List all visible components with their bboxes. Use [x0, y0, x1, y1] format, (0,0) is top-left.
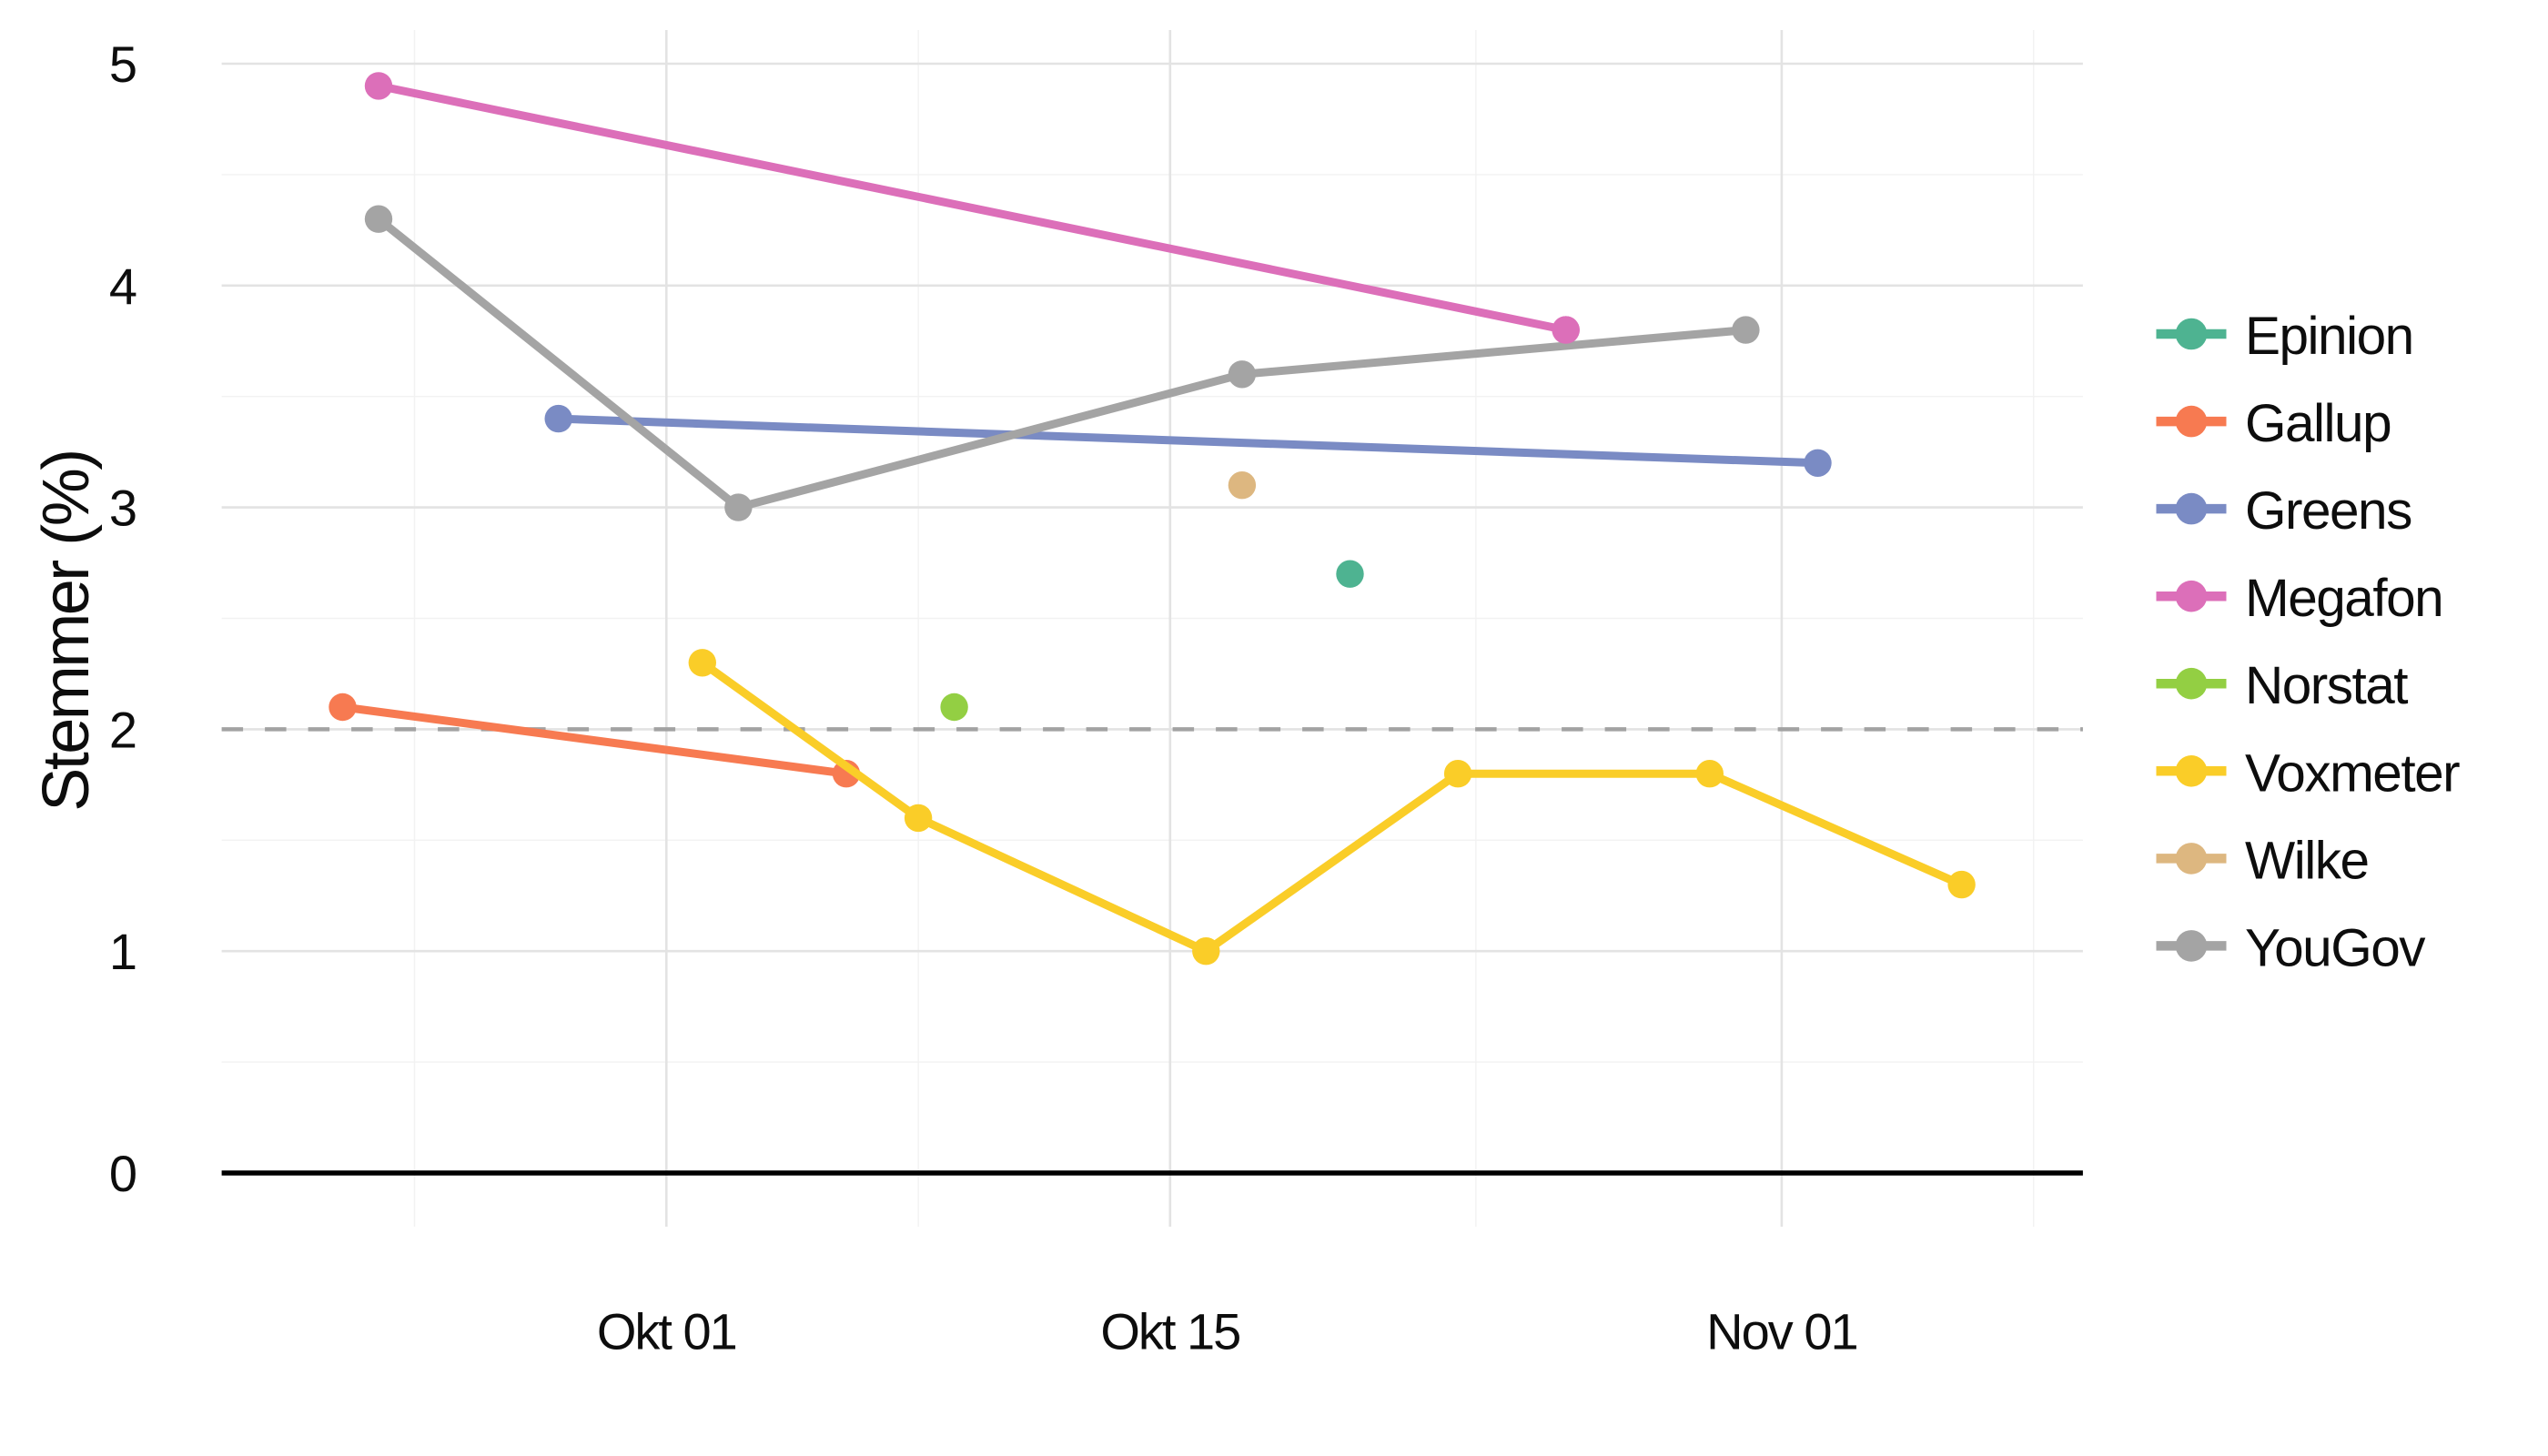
svg-text:Gallup: Gallup [2245, 394, 2391, 453]
svg-text:Greens: Greens [2245, 481, 2412, 541]
svg-text:1: 1 [109, 923, 137, 980]
svg-text:Epinion: Epinion [2245, 307, 2413, 366]
svg-text:Megafon: Megafon [2245, 569, 2442, 628]
svg-text:Okt 15: Okt 15 [1100, 1303, 1239, 1360]
svg-text:Norstat: Norstat [2245, 656, 2408, 715]
svg-text:Stemmer (%): Stemmer (%) [30, 450, 103, 812]
svg-text:Voxmeter: Voxmeter [2245, 743, 2460, 803]
svg-text:YouGov: YouGov [2245, 918, 2426, 977]
svg-text:Wilke: Wilke [2245, 831, 2369, 890]
svg-text:2: 2 [109, 701, 137, 758]
svg-text:4: 4 [109, 258, 137, 315]
svg-text:3: 3 [109, 480, 137, 537]
svg-text:Okt 01: Okt 01 [597, 1303, 736, 1360]
svg-text:5: 5 [109, 35, 137, 93]
svg-text:0: 0 [109, 1145, 137, 1202]
svg-text:Nov 01: Nov 01 [1706, 1303, 1856, 1360]
